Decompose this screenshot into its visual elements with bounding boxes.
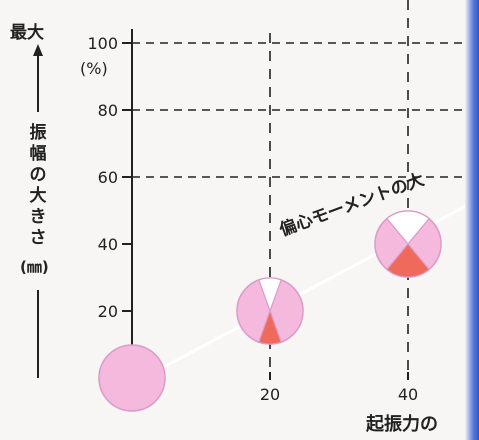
ylabel-arrow	[33, 44, 43, 112]
y-tick-label-40: 40	[98, 235, 118, 254]
y-tick-label-100: 100	[87, 34, 118, 53]
ylabel-unit: (㎜)	[20, 258, 49, 276]
point-white-wedge-1	[258, 277, 282, 313]
data-point-2	[374, 210, 442, 278]
data-point-1	[236, 277, 304, 345]
data-points	[98, 210, 442, 412]
point-red-wedge-2	[386, 243, 430, 278]
y-tick-label-60: 60	[98, 168, 118, 187]
x-ticks: 20 40	[260, 372, 418, 404]
y-tick-label-20: 20	[98, 302, 118, 321]
x-tick-label-20: 20	[260, 385, 280, 404]
data-point-0	[98, 344, 166, 412]
y-ticks: 20 40 60 80 100	[87, 34, 132, 321]
ylabel-char-5: さ	[30, 228, 47, 248]
point-circle-0	[98, 344, 166, 412]
x-axis-label: 起振力の	[365, 413, 438, 435]
y-unit-label: (%)	[80, 59, 108, 78]
ylabel-char-4: き	[30, 207, 47, 227]
grid	[132, 0, 470, 372]
ylabel-top: 最大	[10, 22, 44, 43]
right-edge-strip	[465, 0, 479, 440]
ylabel-char-3: 大	[30, 185, 47, 206]
point-white-wedge-2	[386, 210, 430, 245]
ylabel-char-2: の	[30, 165, 47, 185]
ylabel-char-1: 幅	[30, 143, 47, 164]
ylabel-char-0: 振	[30, 122, 47, 143]
point-red-wedge-1	[258, 309, 282, 345]
x-tick-label-40: 40	[398, 385, 418, 404]
y-tick-label-80: 80	[98, 101, 118, 120]
